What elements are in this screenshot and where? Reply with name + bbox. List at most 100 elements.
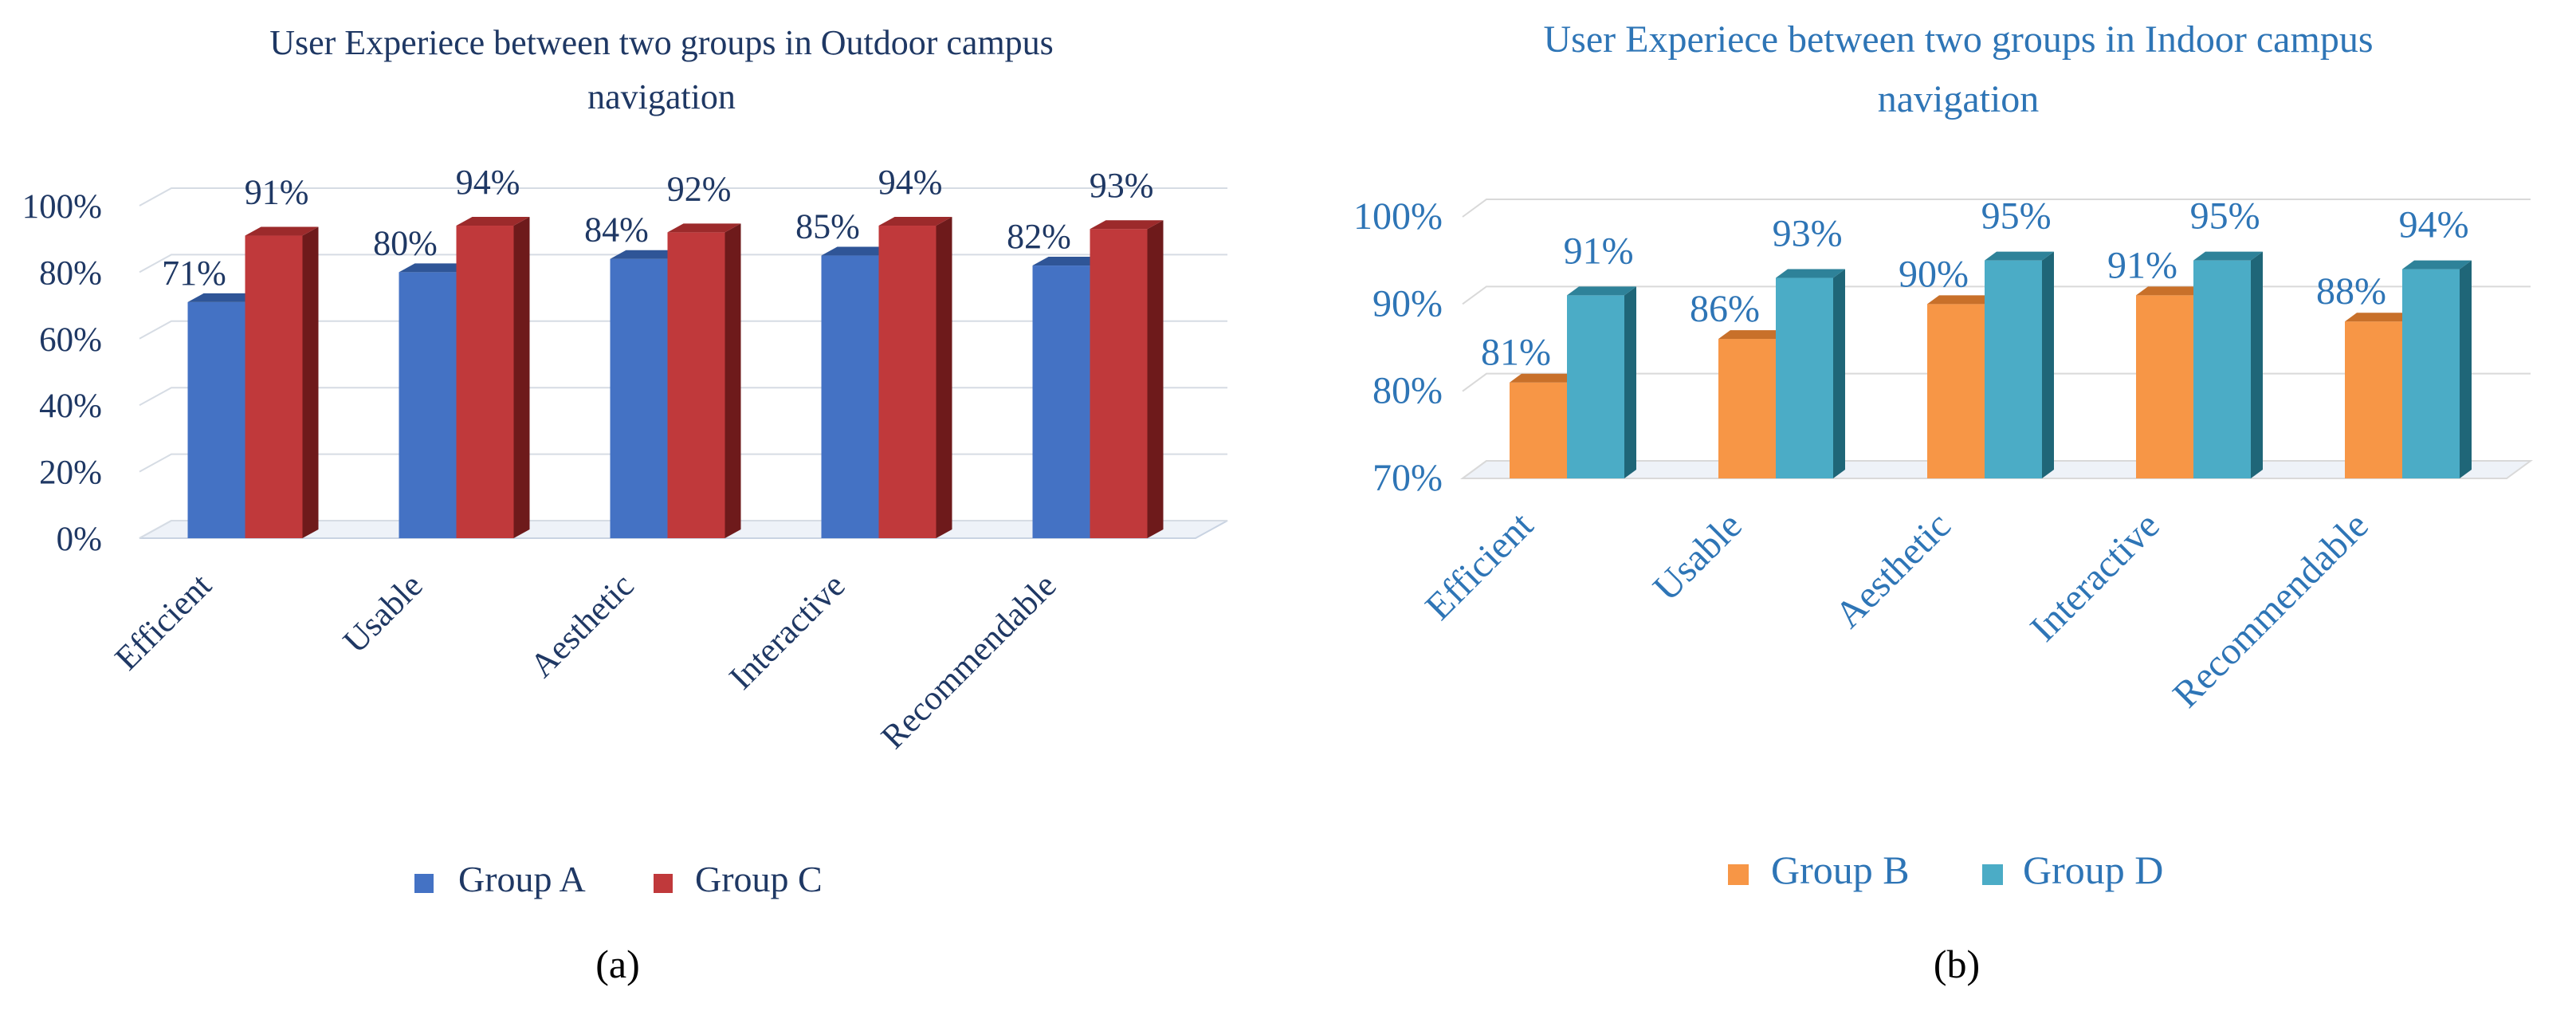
y-tick-label: 20% [39,454,102,492]
figure-caption: (a) [595,942,640,986]
data-label: 94% [2399,204,2469,246]
chart-title: User Experiece between two groups in Ind… [1544,18,2374,61]
chart-title: User Experiece between two groups in Out… [269,23,1054,62]
y-tick-label: 40% [39,387,102,425]
bar-top [1927,295,1997,305]
bar-front [245,235,303,538]
bar-front [2345,321,2402,478]
bar-side [2251,251,2263,478]
category-label: Recommendable [2165,504,2377,716]
bar-side [936,217,952,538]
data-label: 86% [1690,288,1760,330]
data-label: 82% [1007,217,1071,256]
data-label: 71% [162,254,226,293]
bar-front [1776,277,1833,478]
bar [456,217,530,538]
bar-top [1567,286,1636,296]
legend-label: Group C [695,859,823,899]
bar [1567,286,1636,478]
bar [667,223,741,538]
data-label: 90% [1899,253,1969,295]
bar-top [187,293,261,302]
bar-top [2193,251,2263,261]
bar-front [1985,260,2042,478]
y-tick-label: 80% [1372,370,1443,412]
bar-top [2402,260,2472,269]
bar-top [1985,251,2054,261]
bar-front [1927,304,1985,478]
data-label: 94% [456,163,520,202]
bar-side [2460,260,2472,478]
bar-top [667,223,741,233]
gridline [1462,285,2531,305]
bar [2402,260,2472,478]
y-tick-label: 80% [39,254,102,292]
data-label: 88% [2316,270,2386,313]
data-label: 95% [2190,195,2260,238]
chart-title: navigation [1878,78,2040,120]
y-tick-label: 90% [1372,282,1443,325]
bar-side [1147,220,1164,538]
bar-top [1510,373,1579,383]
y-tick-label: 70% [1372,457,1443,499]
data-label: 93% [1773,213,1843,255]
data-label: 91% [2107,244,2177,286]
legend-swatch [1982,864,2003,885]
bar-top [456,217,530,226]
bar-front [667,232,725,538]
legend-swatch [654,874,673,893]
bar-top [1776,269,1845,278]
bar-top [1090,220,1164,230]
legend-swatch [1728,864,1749,885]
bar-front [1090,229,1148,538]
y-tick-label: 0% [57,521,102,558]
category-label: Usable [1645,504,1750,609]
bar-front [1718,339,1776,478]
y-tick-label: 60% [39,321,102,359]
bar-front [2402,269,2460,478]
bar-side [1833,269,1845,478]
bar-top [1032,257,1106,266]
bar [1985,251,2054,478]
bar-front [1510,382,1567,478]
legend-label: Group A [458,859,586,899]
y-tick-label: 100% [22,188,102,226]
bar-front [2136,295,2193,478]
bar-top [245,226,319,236]
chart-a: User Experiece between two groups in Out… [22,23,1228,986]
bar-top [610,250,684,259]
bar-front [399,272,457,538]
bar [245,226,319,538]
bar [1090,220,1164,538]
bar-side [724,223,741,538]
data-label: 80% [373,223,438,262]
bar-front [821,255,879,538]
bar-side [1624,286,1636,478]
bar-top [2345,313,2414,322]
data-label: 92% [667,169,732,208]
bar-front [456,226,514,538]
data-label: 93% [1090,166,1154,205]
category-label: Aesthetic [1827,504,1959,636]
bar-top [2136,286,2205,296]
bar-front [1567,295,1624,478]
gridline [139,187,1227,207]
bar-side [513,217,530,538]
category-label: Efficient [1417,504,1541,628]
category-label: Interactive [2022,504,2168,650]
bar-front [610,258,668,538]
data-label: 95% [1981,195,2052,238]
bar [1776,269,1845,478]
bar [878,217,952,538]
chart-b: User Experiece between two groups in Ind… [1353,18,2534,986]
bar-top [1718,330,1788,340]
data-label: 91% [245,173,309,212]
category-label: Recommendable [874,567,1064,757]
category-label: Aesthetic [524,567,642,685]
chart-title: navigation [587,77,736,116]
legend-label: Group D [2023,848,2163,892]
bar-front [2193,260,2251,478]
bar [2193,251,2263,478]
bar-top [399,263,473,273]
